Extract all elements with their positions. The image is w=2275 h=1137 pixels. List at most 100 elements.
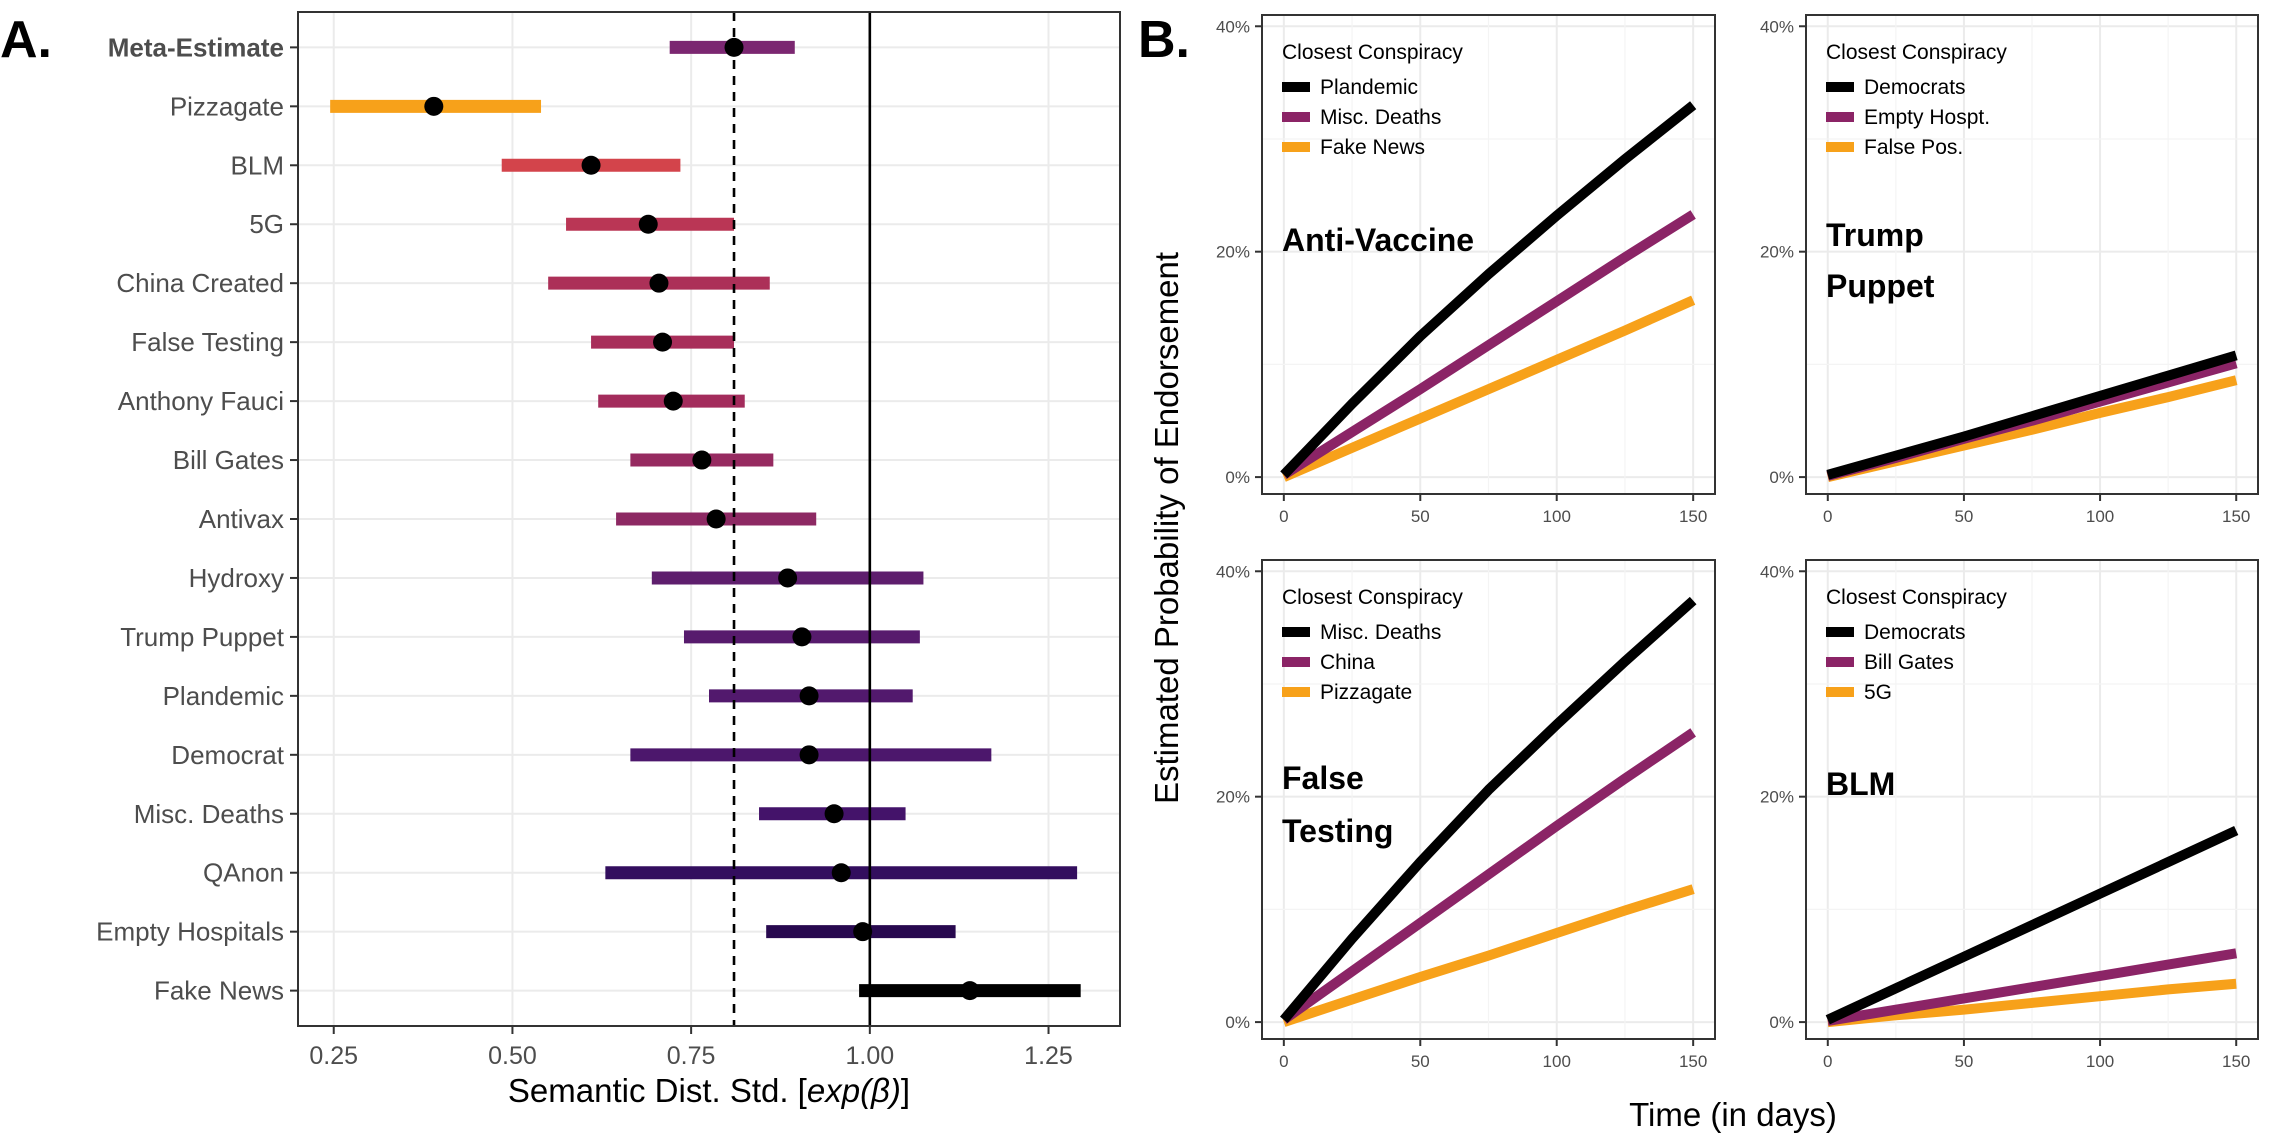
series-line <box>1280 101 1697 479</box>
point-estimate <box>724 37 744 57</box>
x-axis-title-suffix: ] <box>901 1072 910 1109</box>
legend-label: Empty Hospt. <box>1864 106 1990 129</box>
legend-label: 5G <box>1864 681 1892 704</box>
panel-a-letter: A. <box>0 11 52 69</box>
row-label: Trump Puppet <box>120 622 285 652</box>
x-tick-label: 150 <box>2222 1052 2250 1071</box>
x-tick-label: 0.25 <box>309 1042 358 1070</box>
point-estimate <box>824 804 844 824</box>
legend-label: False Pos. <box>1864 136 1963 159</box>
panel-frame <box>1261 14 1716 495</box>
point-estimate <box>853 922 873 942</box>
point-estimate <box>792 627 812 647</box>
point-estimate <box>706 509 726 529</box>
x-tick-label: 50 <box>1954 1052 1973 1071</box>
facet-label: Anti-Vaccine <box>1282 222 1474 258</box>
facet-label: Testing <box>1282 813 1393 849</box>
row-label: QAnon <box>203 858 284 888</box>
series-line <box>1280 728 1696 1024</box>
series-line <box>1825 825 2239 1025</box>
facet-label: Puppet <box>1826 268 1935 304</box>
row-label: Fake News <box>154 976 284 1006</box>
x-tick-label: 50 <box>1954 507 1973 526</box>
point-estimate <box>581 155 601 175</box>
x-tick-label: 0.50 <box>488 1042 537 1070</box>
point-estimate <box>799 686 819 706</box>
facet-label: BLM <box>1826 766 1895 802</box>
x-tick-label: 100 <box>2086 507 2114 526</box>
point-estimate <box>653 332 673 352</box>
row-label: Antivax <box>199 504 284 534</box>
x-tick-label: 0.75 <box>667 1042 716 1070</box>
x-tick-label: 0 <box>1279 507 1288 526</box>
x-tick-label: 50 <box>1411 507 1430 526</box>
y-axis-title: Estimated Probability of Endorsement <box>1148 252 1185 804</box>
x-tick-label: 150 <box>1679 507 1707 526</box>
series-line <box>1282 884 1695 1027</box>
x-axis-title: Time (in days) <box>1629 1096 1837 1133</box>
x-axis-title-math: exp(β) <box>807 1072 901 1109</box>
point-estimate <box>960 981 980 1001</box>
x-tick-label: 1.00 <box>845 1042 894 1070</box>
series-line <box>1280 596 1697 1024</box>
line-facets: 0% 20% 40% 0 50 100 150 Closest Conspiracy Pland… <box>1148 14 2259 1133</box>
facet-panel: 0% 20% 40% 0 50 100 150 Closest Conspiracy Democ… <box>1760 14 2259 526</box>
x-tick-label: 0 <box>1823 507 1832 526</box>
legend-title: Closest Conspiracy <box>1826 41 2007 64</box>
x-tick-label: 1.25 <box>1024 1042 1073 1070</box>
y-tick-label: 40% <box>1216 562 1250 581</box>
point-estimate <box>424 96 444 116</box>
point-estimate <box>799 745 819 765</box>
legend-title: Closest Conspiracy <box>1282 586 1463 609</box>
x-tick-label: 0 <box>1279 1052 1288 1071</box>
x-tick-label: 100 <box>1543 507 1571 526</box>
y-tick-label: 0% <box>1769 1013 1794 1032</box>
panel-frame <box>1805 14 2259 495</box>
series-line <box>1826 350 2238 480</box>
row-label: Democrat <box>171 740 284 770</box>
y-tick-label: 40% <box>1760 562 1794 581</box>
point-estimate <box>638 214 658 234</box>
x-tick-label: 0 <box>1823 1052 1832 1071</box>
row-label: Misc. Deaths <box>134 799 284 829</box>
legend-label: China <box>1320 651 1375 674</box>
x-tick-label: 150 <box>2222 507 2250 526</box>
legend-label: Democrats <box>1864 76 1966 99</box>
legend-label: Fake News <box>1320 136 1425 159</box>
series-line <box>1826 948 2238 1026</box>
x-tick-label: 150 <box>1679 1052 1707 1071</box>
point-estimate <box>692 450 712 470</box>
facet-label: Trump <box>1826 217 1924 253</box>
y-tick-label: 0% <box>1769 468 1794 487</box>
x-axis-title-prefix: Semantic Dist. Std. [ <box>508 1072 807 1109</box>
y-tick-label: 40% <box>1760 17 1794 36</box>
row-label: Empty Hospitals <box>96 917 284 947</box>
point-estimate <box>778 568 798 588</box>
legend-label: Bill Gates <box>1864 651 1954 674</box>
series-line <box>1281 295 1696 482</box>
row-label: China Created <box>116 268 284 298</box>
facet-panel: 0% 20% 40% 0 50 100 150 Closest Conspiracy Misc.… <box>1216 559 1716 1071</box>
row-label: Hydroxy <box>189 563 284 593</box>
row-label: Pizzagate <box>170 91 284 121</box>
row-label: BLM <box>231 150 284 180</box>
forest-plot: Meta-Estimate Pizzagate BLM 5G China Created… <box>96 11 1121 1109</box>
facet-panel: 0% 20% 40% 0 50 100 150 Closest Conspiracy Pland… <box>1216 14 1716 526</box>
row-label: False Testing <box>131 327 284 357</box>
x-axis-title: Semantic Dist. Std. [exp(β)] <box>508 1072 910 1109</box>
row-label: Meta-Estimate <box>108 32 284 62</box>
legend-label: Plandemic <box>1320 76 1418 99</box>
y-tick-label: 20% <box>1760 243 1794 262</box>
y-tick-label: 20% <box>1760 788 1794 807</box>
series-line <box>1827 978 2237 1028</box>
row-label: 5G <box>249 209 284 239</box>
legend-label: Democrats <box>1864 621 1966 644</box>
panel-frame <box>1805 559 2259 1040</box>
point-estimate <box>649 273 669 293</box>
legend-label: Misc. Deaths <box>1320 106 1441 129</box>
panel-frame <box>1261 559 1716 1040</box>
y-tick-label: 20% <box>1216 788 1250 807</box>
row-label: Plandemic <box>163 681 284 711</box>
point-estimate <box>663 391 683 411</box>
